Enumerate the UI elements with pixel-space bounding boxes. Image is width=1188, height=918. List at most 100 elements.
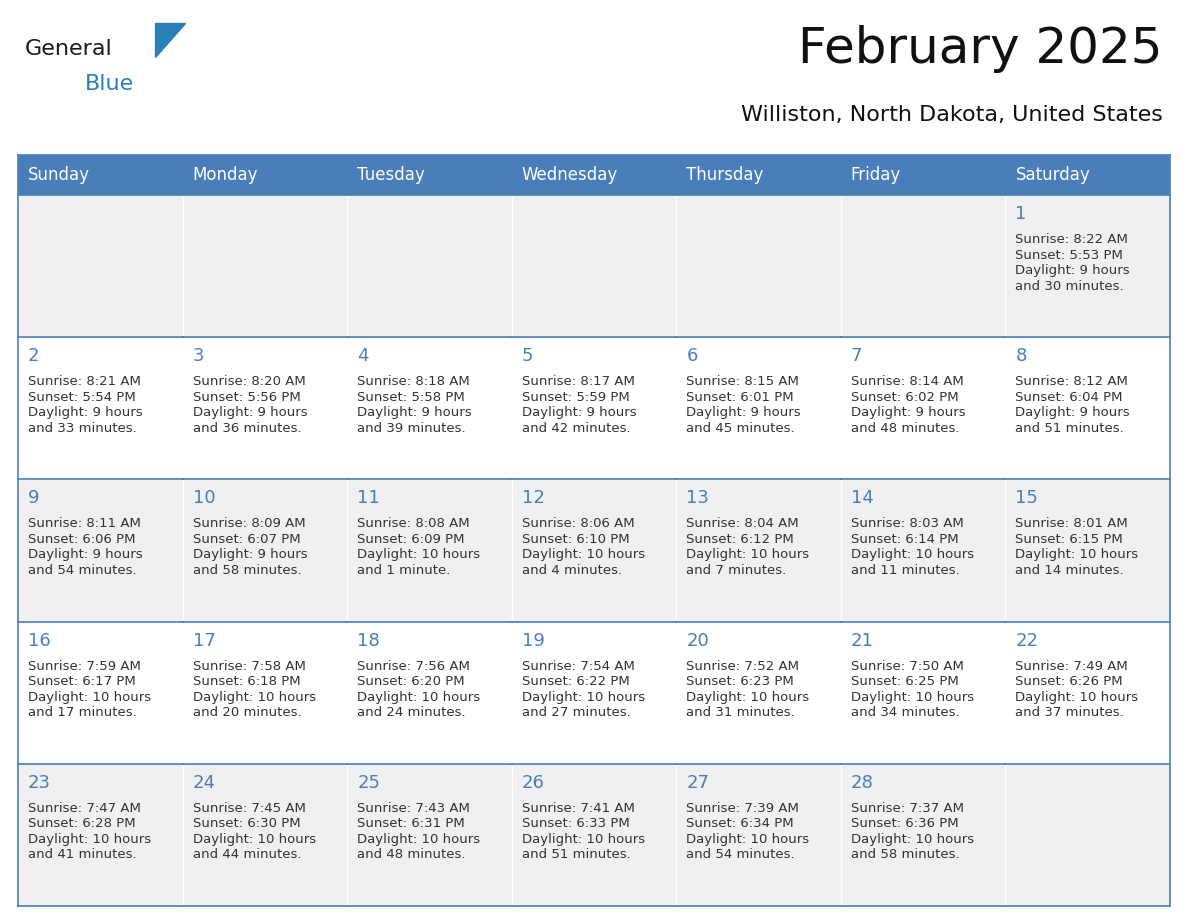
Bar bbox=[512, 337, 676, 479]
Text: Sunrise: 7:59 AM: Sunrise: 7:59 AM bbox=[29, 660, 141, 673]
Text: 21: 21 bbox=[851, 632, 873, 650]
Bar bbox=[512, 621, 676, 764]
Bar bbox=[18, 764, 183, 906]
Text: 12: 12 bbox=[522, 489, 544, 508]
Bar bbox=[347, 764, 512, 906]
Text: 13: 13 bbox=[687, 489, 709, 508]
Bar bbox=[512, 155, 676, 195]
Text: Blue: Blue bbox=[86, 74, 134, 94]
Text: Sunrise: 8:09 AM: Sunrise: 8:09 AM bbox=[192, 518, 305, 531]
Text: Sunset: 6:31 PM: Sunset: 6:31 PM bbox=[358, 817, 465, 830]
Text: 9: 9 bbox=[29, 489, 39, 508]
Text: Sunset: 6:09 PM: Sunset: 6:09 PM bbox=[358, 533, 465, 546]
Text: Sunset: 6:34 PM: Sunset: 6:34 PM bbox=[687, 817, 794, 830]
Text: Daylight: 10 hours
and 34 minutes.: Daylight: 10 hours and 34 minutes. bbox=[851, 690, 974, 719]
Text: Sunrise: 8:04 AM: Sunrise: 8:04 AM bbox=[687, 518, 798, 531]
Text: Sunset: 6:36 PM: Sunset: 6:36 PM bbox=[851, 817, 959, 830]
Text: Daylight: 9 hours
and 30 minutes.: Daylight: 9 hours and 30 minutes. bbox=[1016, 264, 1130, 293]
Bar bbox=[347, 155, 512, 195]
Text: Daylight: 9 hours
and 33 minutes.: Daylight: 9 hours and 33 minutes. bbox=[29, 406, 143, 435]
Text: 19: 19 bbox=[522, 632, 544, 650]
Text: Sunset: 5:53 PM: Sunset: 5:53 PM bbox=[1016, 249, 1124, 262]
Bar bbox=[841, 764, 1005, 906]
Bar bbox=[183, 195, 347, 337]
Text: 2: 2 bbox=[29, 347, 39, 365]
Bar bbox=[1005, 764, 1170, 906]
Text: Daylight: 10 hours
and 14 minutes.: Daylight: 10 hours and 14 minutes. bbox=[1016, 548, 1138, 577]
Text: Sunset: 6:15 PM: Sunset: 6:15 PM bbox=[1016, 533, 1123, 546]
Text: Sunset: 6:26 PM: Sunset: 6:26 PM bbox=[1016, 675, 1123, 688]
Bar bbox=[183, 155, 347, 195]
Text: Sunrise: 8:20 AM: Sunrise: 8:20 AM bbox=[192, 375, 305, 388]
Text: Sunset: 6:23 PM: Sunset: 6:23 PM bbox=[687, 675, 794, 688]
Text: Daylight: 10 hours
and 54 minutes.: Daylight: 10 hours and 54 minutes. bbox=[687, 833, 809, 861]
Text: 5: 5 bbox=[522, 347, 533, 365]
Text: Sunrise: 8:17 AM: Sunrise: 8:17 AM bbox=[522, 375, 634, 388]
Bar bbox=[1005, 195, 1170, 337]
Text: Sunset: 6:12 PM: Sunset: 6:12 PM bbox=[687, 533, 794, 546]
Text: 22: 22 bbox=[1016, 632, 1038, 650]
Text: 26: 26 bbox=[522, 774, 544, 792]
Text: Daylight: 9 hours
and 39 minutes.: Daylight: 9 hours and 39 minutes. bbox=[358, 406, 472, 435]
Text: 14: 14 bbox=[851, 489, 873, 508]
Bar bbox=[18, 195, 183, 337]
Bar bbox=[676, 337, 841, 479]
Text: Sunset: 6:33 PM: Sunset: 6:33 PM bbox=[522, 817, 630, 830]
Text: Daylight: 10 hours
and 41 minutes.: Daylight: 10 hours and 41 minutes. bbox=[29, 833, 151, 861]
Polygon shape bbox=[154, 23, 185, 57]
Bar bbox=[1005, 479, 1170, 621]
Bar bbox=[183, 479, 347, 621]
Text: 7: 7 bbox=[851, 347, 862, 365]
Text: Sunset: 6:14 PM: Sunset: 6:14 PM bbox=[851, 533, 959, 546]
Text: Daylight: 9 hours
and 51 minutes.: Daylight: 9 hours and 51 minutes. bbox=[1016, 406, 1130, 435]
Text: 6: 6 bbox=[687, 347, 697, 365]
Text: Sunset: 5:58 PM: Sunset: 5:58 PM bbox=[358, 391, 465, 404]
Text: Sunset: 6:20 PM: Sunset: 6:20 PM bbox=[358, 675, 465, 688]
Text: Sunrise: 7:45 AM: Sunrise: 7:45 AM bbox=[192, 801, 305, 815]
Text: Daylight: 9 hours
and 48 minutes.: Daylight: 9 hours and 48 minutes. bbox=[851, 406, 966, 435]
Text: Sunrise: 7:50 AM: Sunrise: 7:50 AM bbox=[851, 660, 963, 673]
Text: Sunset: 6:22 PM: Sunset: 6:22 PM bbox=[522, 675, 630, 688]
Text: Sunset: 6:10 PM: Sunset: 6:10 PM bbox=[522, 533, 630, 546]
Bar bbox=[676, 195, 841, 337]
Text: Sunset: 6:18 PM: Sunset: 6:18 PM bbox=[192, 675, 301, 688]
Text: 1: 1 bbox=[1016, 205, 1026, 223]
Bar bbox=[841, 479, 1005, 621]
Text: Sunset: 6:02 PM: Sunset: 6:02 PM bbox=[851, 391, 959, 404]
Text: Sunset: 5:59 PM: Sunset: 5:59 PM bbox=[522, 391, 630, 404]
Text: Sunrise: 7:43 AM: Sunrise: 7:43 AM bbox=[358, 801, 470, 815]
Bar bbox=[676, 764, 841, 906]
Bar bbox=[1005, 337, 1170, 479]
Bar bbox=[841, 337, 1005, 479]
Text: 27: 27 bbox=[687, 774, 709, 792]
Text: Daylight: 10 hours
and 37 minutes.: Daylight: 10 hours and 37 minutes. bbox=[1016, 690, 1138, 719]
Bar bbox=[676, 621, 841, 764]
Bar bbox=[183, 621, 347, 764]
Text: Sunrise: 8:08 AM: Sunrise: 8:08 AM bbox=[358, 518, 469, 531]
Text: Daylight: 10 hours
and 58 minutes.: Daylight: 10 hours and 58 minutes. bbox=[851, 833, 974, 861]
Text: Daylight: 10 hours
and 4 minutes.: Daylight: 10 hours and 4 minutes. bbox=[522, 548, 645, 577]
Text: 25: 25 bbox=[358, 774, 380, 792]
Text: Daylight: 9 hours
and 42 minutes.: Daylight: 9 hours and 42 minutes. bbox=[522, 406, 637, 435]
Text: 11: 11 bbox=[358, 489, 380, 508]
Text: Daylight: 10 hours
and 24 minutes.: Daylight: 10 hours and 24 minutes. bbox=[358, 690, 480, 719]
Text: Saturday: Saturday bbox=[1016, 166, 1091, 184]
Text: Sunset: 6:06 PM: Sunset: 6:06 PM bbox=[29, 533, 135, 546]
Text: Daylight: 9 hours
and 36 minutes.: Daylight: 9 hours and 36 minutes. bbox=[192, 406, 308, 435]
Bar bbox=[1005, 621, 1170, 764]
Text: Sunset: 6:04 PM: Sunset: 6:04 PM bbox=[1016, 391, 1123, 404]
Text: Sunset: 6:07 PM: Sunset: 6:07 PM bbox=[192, 533, 301, 546]
Bar bbox=[347, 479, 512, 621]
Text: Sunrise: 8:11 AM: Sunrise: 8:11 AM bbox=[29, 518, 141, 531]
Text: February 2025: February 2025 bbox=[798, 25, 1163, 73]
Text: Sunset: 6:17 PM: Sunset: 6:17 PM bbox=[29, 675, 135, 688]
Text: Daylight: 10 hours
and 51 minutes.: Daylight: 10 hours and 51 minutes. bbox=[522, 833, 645, 861]
Bar bbox=[18, 621, 183, 764]
Text: Sunrise: 7:52 AM: Sunrise: 7:52 AM bbox=[687, 660, 800, 673]
Text: Daylight: 10 hours
and 48 minutes.: Daylight: 10 hours and 48 minutes. bbox=[358, 833, 480, 861]
Text: Sunrise: 8:06 AM: Sunrise: 8:06 AM bbox=[522, 518, 634, 531]
Text: Sunrise: 7:39 AM: Sunrise: 7:39 AM bbox=[687, 801, 800, 815]
Text: Sunrise: 8:15 AM: Sunrise: 8:15 AM bbox=[687, 375, 800, 388]
Text: Sunrise: 7:47 AM: Sunrise: 7:47 AM bbox=[29, 801, 141, 815]
Text: Sunset: 6:25 PM: Sunset: 6:25 PM bbox=[851, 675, 959, 688]
